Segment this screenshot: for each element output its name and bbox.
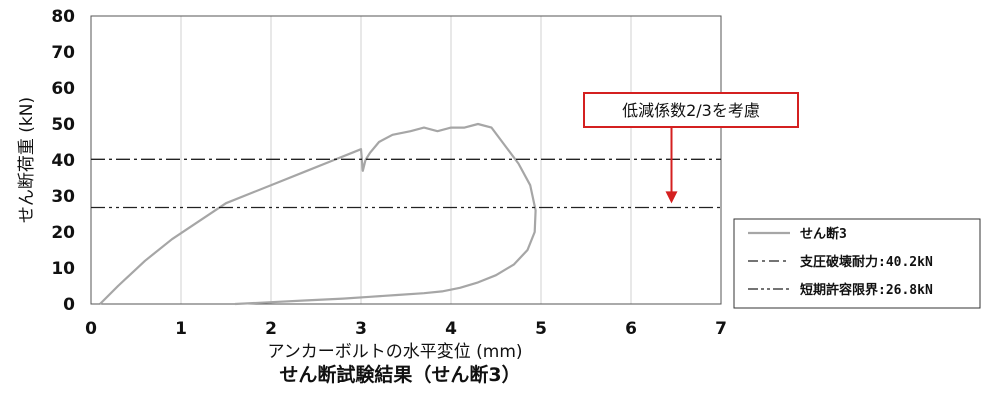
y-tick-label: 70 [51, 43, 75, 63]
legend: せん断3 支圧破壊耐力:40.2kN 短期許容限界:26.8kN [733, 218, 981, 309]
x-tick-label: 5 [535, 319, 547, 339]
y-tick-label: 10 [51, 259, 75, 279]
x-tick-label: 0 [85, 319, 97, 339]
y-tick-label: 40 [51, 151, 75, 171]
annotation-arrow [665, 127, 678, 204]
plot-frame [90, 15, 722, 305]
x-tick-label: 7 [715, 319, 727, 339]
y-tick-label: 60 [51, 79, 75, 99]
legend-label: せん断3 [800, 226, 847, 242]
x-tick-label: 4 [445, 319, 457, 339]
x-tick-label: 2 [265, 319, 277, 339]
y-tick-label: 50 [51, 115, 75, 135]
x-tick-label: 3 [355, 319, 367, 339]
y-tick-label: 80 [51, 7, 75, 27]
legend-items: せん断3 支圧破壊耐力:40.2kN 短期許容限界:26.8kN [748, 226, 933, 298]
x-tick-label: 1 [175, 319, 187, 339]
x-tick-label: 6 [625, 319, 637, 339]
legend-label: 支圧破壊耐力:40.2kN [799, 254, 933, 270]
arrow-head [665, 191, 678, 204]
series-layer [91, 122, 721, 306]
series-line [99, 122, 537, 306]
y-tick-label: 30 [51, 187, 75, 207]
y-tick-label: 20 [51, 223, 75, 243]
y-axis-title: せん断荷重 (kN) [17, 97, 37, 223]
annotation: 低減係数2/3を考慮 [583, 92, 799, 204]
x-axis-title: アンカーボルトの水平変位 (mm) [267, 342, 522, 362]
annotation-box [583, 92, 799, 128]
grid [180, 16, 632, 304]
annotation-text: 低減係数2/3を考慮 [622, 101, 760, 120]
chart-caption: せん断試験結果（せん断3） [279, 363, 520, 386]
legend-label: 短期許容限界:26.8kN [800, 282, 933, 298]
y-tick-label: 0 [63, 295, 75, 315]
